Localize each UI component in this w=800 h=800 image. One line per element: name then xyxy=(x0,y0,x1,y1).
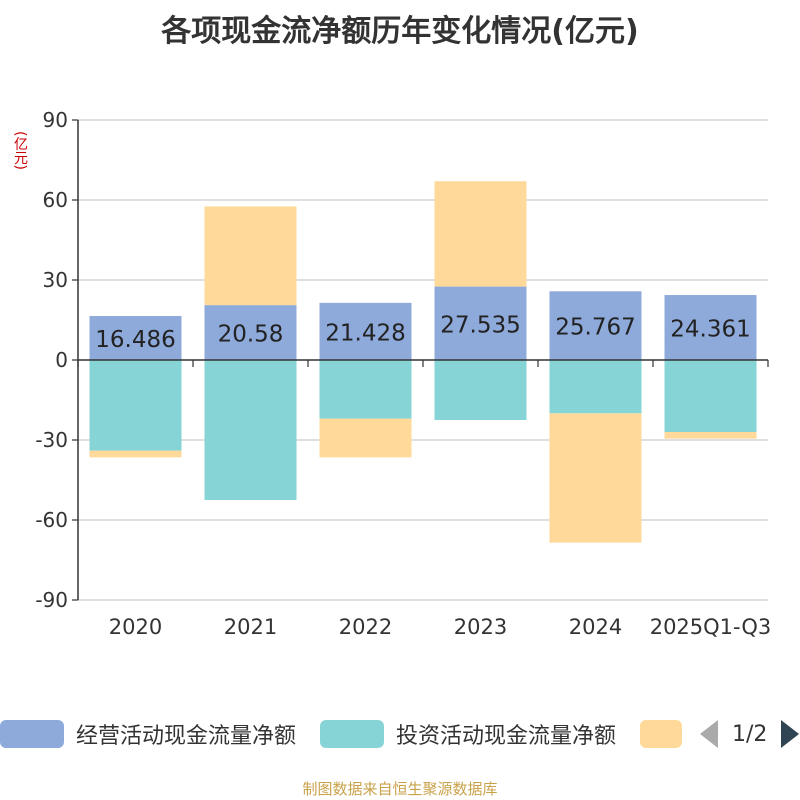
y-axis-unit: (亿元) xyxy=(12,130,28,170)
data-label-2023: 27.535 xyxy=(440,312,520,338)
bar-series1-2020 xyxy=(89,360,182,451)
y-tick-label: -30 xyxy=(35,428,68,452)
x-tick-label-2022: 2022 xyxy=(339,615,392,639)
legend-item-third[interactable] xyxy=(640,714,682,754)
bar-series0-2022 xyxy=(319,302,412,360)
pager-prev-icon[interactable] xyxy=(700,720,718,748)
pager-next-icon[interactable] xyxy=(781,720,800,748)
legend-swatch-operating xyxy=(0,720,64,748)
legend-swatch-third xyxy=(640,720,682,748)
y-tick-label: 90 xyxy=(43,108,68,132)
bar-series2-2025Q1-Q3 xyxy=(664,432,757,439)
bar-series1-2025Q1-Q3 xyxy=(664,360,757,432)
x-tick-label-2024: 2024 xyxy=(569,615,622,639)
legend-swatch-investing xyxy=(320,720,384,748)
legend-pager: 1/2 xyxy=(700,714,800,754)
x-tick-label-2020: 2020 xyxy=(109,615,162,639)
bar-series1-2023 xyxy=(434,360,527,420)
cashflow-chart: 90 60 30 0 -30 -60 -90 2020 2021 2022 2023 2024 2025… xyxy=(35,108,771,639)
data-label-2021: 20.58 xyxy=(218,322,284,348)
bar-series2-2022 xyxy=(319,418,412,458)
y-tick-label: 0 xyxy=(55,348,68,372)
bars xyxy=(89,181,757,543)
bar-series0-2020 xyxy=(89,316,182,360)
bar-series0-2025Q1-Q3 xyxy=(664,295,757,360)
data-label-2024: 25.767 xyxy=(555,315,635,341)
pager-text: 1/2 xyxy=(732,721,768,747)
x-tick-label-2025Q1-Q3: 2025Q1-Q3 xyxy=(650,615,772,639)
grid-lines xyxy=(78,119,768,601)
bar-series2-2020 xyxy=(89,450,182,458)
data-label-2025Q1-Q3: 24.361 xyxy=(670,317,750,343)
bar-series0-2024 xyxy=(549,291,642,360)
legend-label-operating: 经营活动现金流量净额 xyxy=(76,724,297,749)
bar-series0-2021 xyxy=(204,305,297,360)
x-tick-label-2023: 2023 xyxy=(454,615,507,639)
data-label-2020: 16.486 xyxy=(95,327,175,353)
legend-item-investing[interactable]: 投资活动现金流量净额 xyxy=(320,714,616,754)
y-tick-label: 30 xyxy=(43,268,68,292)
bar-series2-2023 xyxy=(434,181,527,287)
data-label-2022: 21.428 xyxy=(325,320,405,346)
data-labels: 16.486 20.58 21.428 27.535 25.767 24.361 xyxy=(95,312,750,353)
legend-item-operating[interactable]: 经营活动现金流量净额 xyxy=(0,714,296,754)
axes: 90 60 30 0 -30 -60 -90 2020 2021 2022 2023 2024 2025… xyxy=(35,108,771,639)
bar-series2-2021 xyxy=(204,206,297,306)
bar-series1-2024 xyxy=(549,360,642,414)
bar-series1-2021 xyxy=(204,360,297,500)
bar-series0-2023 xyxy=(434,286,527,360)
x-tick-label-2021: 2021 xyxy=(224,615,277,639)
source-footer: 制图数据来自恒生聚源数据库 xyxy=(302,780,498,798)
y-tick-label: -90 xyxy=(35,588,68,612)
bar-series2-2024 xyxy=(549,413,642,543)
legend-label-investing: 投资活动现金流量净额 xyxy=(396,724,617,749)
y-tick-label: -60 xyxy=(35,508,68,532)
legend: 经营活动现金流量净额 投资活动现金流量净额 1/2 xyxy=(0,714,800,754)
bar-series1-2022 xyxy=(319,360,412,419)
y-tick-label: 60 xyxy=(43,188,68,212)
chart-title: 各项现金流净额历年变化情况(亿元) xyxy=(161,14,639,49)
